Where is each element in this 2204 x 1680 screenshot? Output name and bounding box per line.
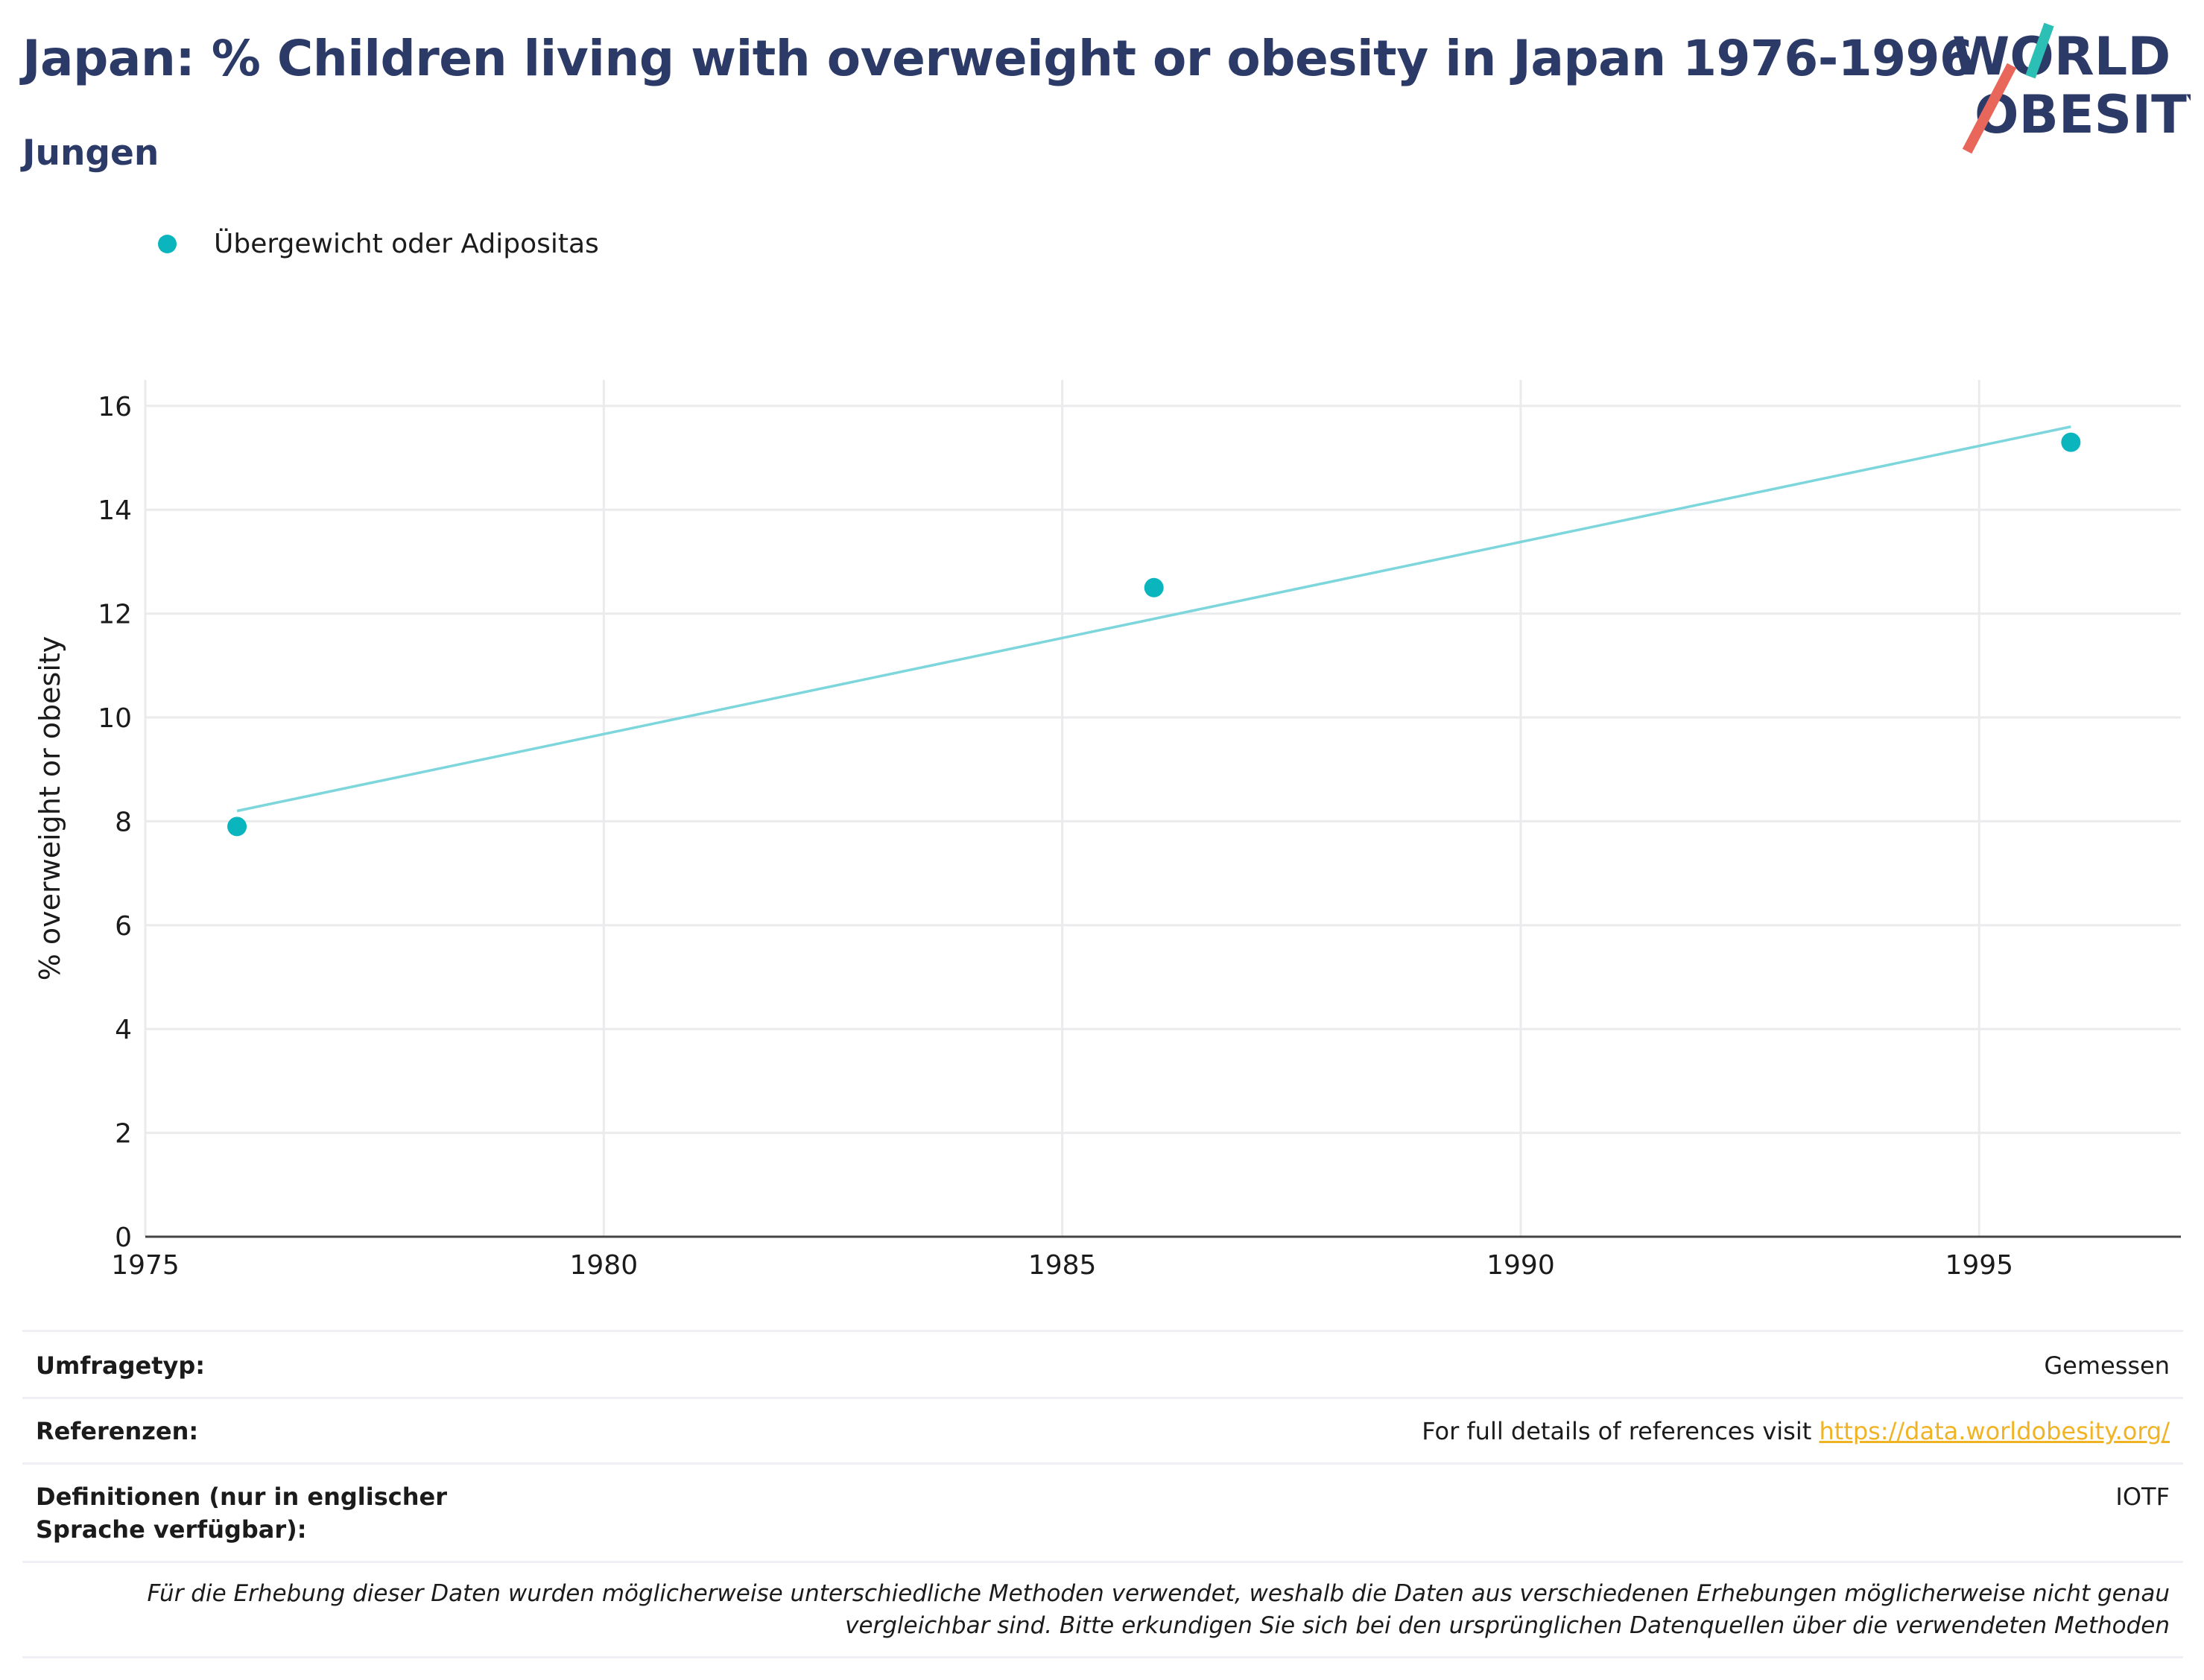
methodology-note: Für die Erhebung dieser Daten wurden mög… [22,1560,2183,1658]
data-point [227,817,247,837]
logo-word-world: WORLD [1952,26,2170,87]
references-text: For full details of references visit [1422,1417,1820,1446]
meta-row-survey-type: Umfragetyp: Gemessen [22,1330,2183,1397]
y-axis-label: % overweight or obesity [34,636,66,981]
y-tick-label: 14 [98,495,132,526]
logo-slash-top [2025,22,2054,79]
survey-type-label: Umfragetyp: [36,1351,206,1380]
legend-marker-icon [158,234,177,253]
trend-line [236,425,2071,813]
x-tick-label: 1990 [1486,1250,1555,1281]
references-link[interactable]: https://data.worldobesity.org/ [1819,1417,2170,1446]
chart-subtitle: Jungen [22,133,159,174]
data-point [1144,577,1164,597]
x-tick-label: 1980 [570,1250,639,1281]
chart-title: Japan: % Children living with overweight… [22,30,1974,87]
scatter-chart: 0 2 4 6 8 10 12 14 16 1975 1980 1985 1990 1995 % overw… [34,380,2181,1281]
logo-word-obesity: OBESITY [1975,84,2191,145]
note-line-1: Für die Erhebung dieser Daten wurden mög… [147,1579,2170,1607]
y-tick-label: 10 [98,703,132,734]
x-tick-label: 1985 [1028,1250,1097,1281]
y-tick-label: 2 [115,1119,132,1150]
definitions-value: IOTF [2115,1483,2170,1512]
references-value: For full details of references visit htt… [1422,1416,2170,1448]
meta-row-definitions: Definitionen (nur in englischer Sprache … [22,1462,2183,1560]
y-tick-label: 4 [115,1015,132,1045]
y-tick-label: 12 [98,600,132,630]
world-obesity-logo[interactable]: WORLD OBESITY [1952,21,2191,155]
data-point [2061,432,2081,452]
x-tick-label: 1975 [111,1250,180,1281]
definitions-label: Definitionen (nur in englischer Sprache … [36,1483,447,1544]
metadata-table: Umfragetyp: Gemessen Referenzen: For ful… [22,1330,2183,1658]
references-label: Referenzen: [36,1417,199,1446]
y-tick-label: 6 [115,911,132,942]
logo-slash-bottom [1962,63,2017,154]
note-line-2: vergleichbar sind. Bitte erkundigen Sie … [845,1612,2170,1640]
survey-type-value: Gemessen [2044,1351,2170,1380]
y-tick-label: 0 [115,1223,132,1253]
x-tick-label: 1995 [1945,1250,2013,1281]
meta-row-references: Referenzen: For full details of referenc… [22,1397,2183,1462]
y-tick-label: 16 [98,392,132,422]
y-tick-label: 8 [115,807,132,837]
legend-label: Übergewicht oder Adipositas [214,228,599,259]
chart-legend[interactable]: Übergewicht oder Adipositas [158,225,599,262]
